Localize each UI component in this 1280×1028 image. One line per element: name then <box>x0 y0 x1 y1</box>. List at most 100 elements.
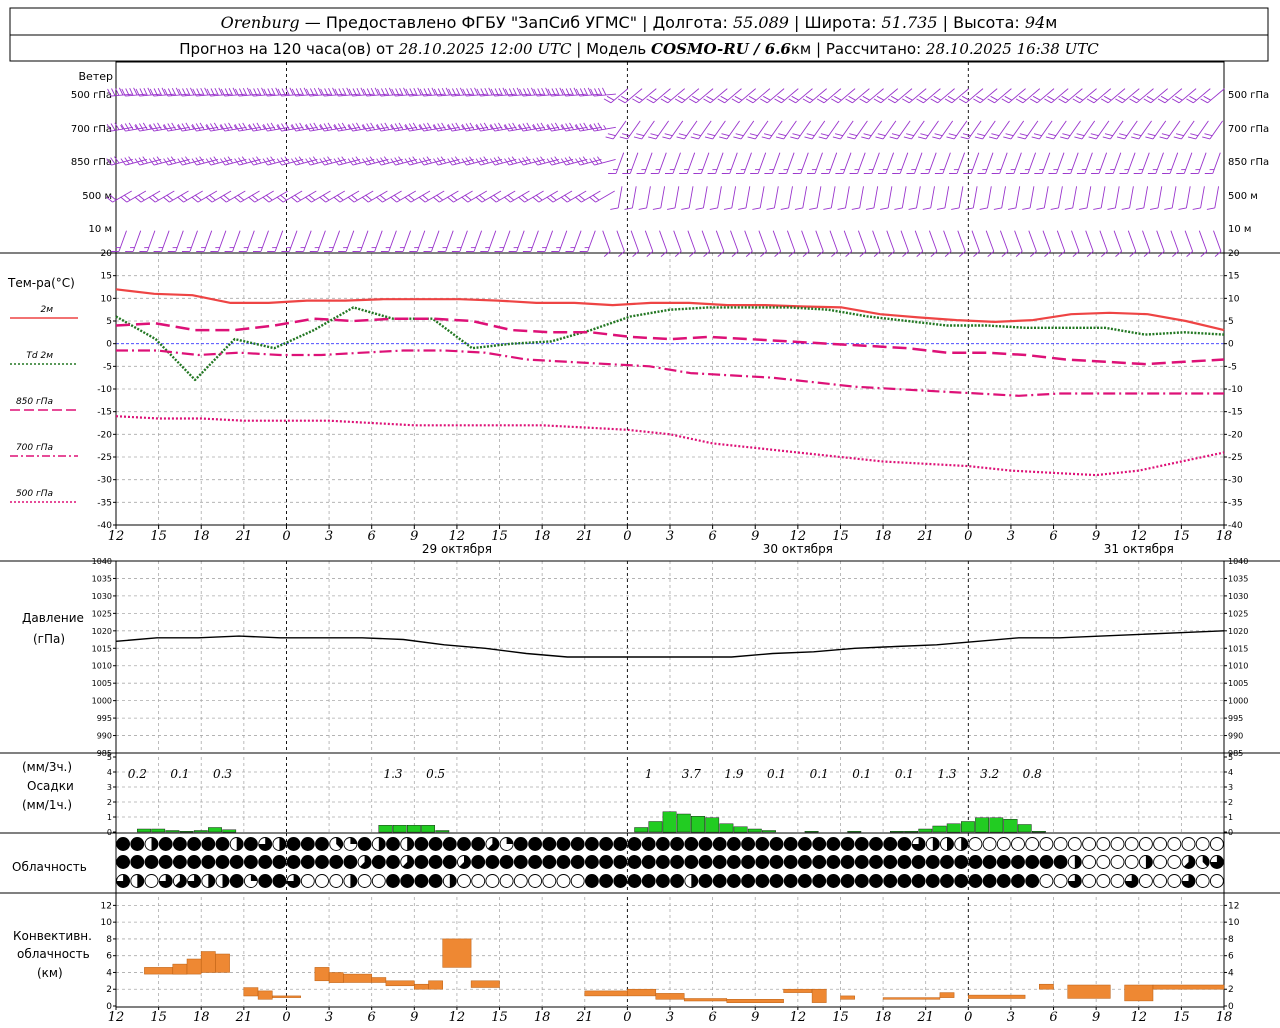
cloud-cover-symbol <box>1154 875 1167 888</box>
cloud-cover-fill <box>350 838 357 845</box>
wind-barb-feather <box>1116 251 1122 256</box>
wind-barb-staff <box>727 121 740 139</box>
wind-barb-feather <box>934 96 941 100</box>
wind-barb-feather <box>361 88 365 95</box>
wind-barb-staff <box>971 153 979 174</box>
wind-barb-staff <box>289 231 297 252</box>
wind-barb-staff <box>944 231 952 252</box>
wind-barb-feather <box>1087 251 1093 256</box>
cloud-cover-symbol <box>188 838 201 851</box>
conv-cloud-bar <box>329 973 343 983</box>
wind-barb-staff <box>1042 153 1050 174</box>
wind-barb-staff <box>432 231 440 252</box>
wind-barb-feather <box>1130 99 1137 103</box>
wind-barb-staff <box>1113 153 1121 174</box>
conv-cloud-bar <box>883 998 940 1000</box>
wind-barb-feather <box>229 123 233 130</box>
wind-barb-staff <box>510 191 529 202</box>
wind-barb-feather <box>427 123 431 130</box>
precip-tick-label-right: 3 <box>1228 783 1233 792</box>
wind-barb-feather <box>484 123 488 130</box>
wind-barb-staff <box>632 186 636 208</box>
wind-barb-staff <box>1193 89 1210 103</box>
cloud-cover-symbol <box>1083 875 1096 888</box>
cloud-cover-fill <box>407 838 414 851</box>
wind-barb-staff <box>618 186 622 208</box>
wind-barb-feather <box>305 197 311 202</box>
conv-cloud-bar <box>414 984 428 989</box>
wind-barb-feather <box>817 251 823 256</box>
wind-barb-staff <box>831 186 835 208</box>
conv-cloud-bar <box>1125 985 1153 1001</box>
precip-total-label: 3.7 <box>682 767 701 781</box>
pressure-tick-label-right: 1025 <box>1228 609 1248 618</box>
wind-level-label-right: 500 гПа <box>1228 90 1269 101</box>
conv-cloud-bar <box>940 993 954 998</box>
wind-barb-staff <box>1153 121 1166 139</box>
wind-barb-feather <box>681 208 689 210</box>
wind-barb-feather <box>718 251 724 256</box>
wind-barb-feather <box>395 124 399 131</box>
wind-barb-feather <box>834 96 841 100</box>
wind-barb-feather <box>338 124 342 131</box>
cloud-cover-symbol <box>585 856 598 869</box>
pressure-tick-label-right: 990 <box>1228 732 1243 741</box>
wind-barb-feather <box>252 195 258 200</box>
cloud-cover-symbol <box>983 856 996 869</box>
wind-barb-feather <box>689 99 696 103</box>
wind-barb-staff <box>696 89 713 103</box>
wind-barb-staff <box>574 231 582 252</box>
wind-barb-feather <box>503 88 507 95</box>
wind-barb-staff <box>596 191 615 202</box>
precip-bar <box>691 816 704 832</box>
precip-bar <box>1018 825 1031 833</box>
wind-barb-feather <box>1162 134 1170 136</box>
cloud-cover-symbol <box>1196 875 1209 888</box>
wind-barb-feather <box>707 134 715 136</box>
wind-barb-staff <box>887 231 895 252</box>
cloud-cover-fill <box>237 838 244 851</box>
wind-barb-staff <box>318 231 326 252</box>
wind-barb-feather <box>262 88 265 95</box>
conv-tick-label-right: 4 <box>1228 968 1234 978</box>
wind-barb-staff <box>796 89 813 103</box>
wind-barb-feather <box>1179 208 1187 210</box>
wind-barb-feather <box>561 197 567 202</box>
cloud-cover-symbol <box>1012 838 1025 851</box>
wind-barb-feather <box>789 99 796 103</box>
wind-barb-staff <box>732 186 736 208</box>
cloud-cover-fill <box>961 838 968 851</box>
cloud-cover-symbol <box>472 875 485 888</box>
cloud-cover-symbol <box>1054 875 1067 888</box>
x-tick-label-bottom: 3 <box>666 1010 674 1024</box>
wind-barb-feather <box>888 251 894 256</box>
wind-barb-feather <box>807 134 815 136</box>
precip-bar <box>635 828 648 833</box>
wind-barb-staff <box>986 231 994 252</box>
wind-barb-feather <box>376 197 382 202</box>
wind-barb-feather <box>691 137 699 139</box>
wind-barb-staff <box>988 186 992 208</box>
wind-barb-feather <box>114 157 119 164</box>
cloud-cover-symbol <box>1083 856 1096 869</box>
wind-barb-feather <box>555 123 559 130</box>
cloud-cover-fill <box>223 875 230 888</box>
wind-barb-feather <box>735 96 742 100</box>
cloud-cover-symbol <box>912 875 925 888</box>
precip-bar <box>904 831 917 832</box>
wind-barb-staff <box>1179 89 1196 103</box>
wind-barb-staff <box>297 191 316 202</box>
wind-barb-staff <box>853 89 870 103</box>
wind-barb-staff <box>332 231 340 252</box>
cloud-cover-symbol <box>699 838 712 851</box>
wind-barb-staff <box>1185 231 1193 252</box>
precip-bar <box>947 824 960 832</box>
wind-barb-staff <box>716 231 724 252</box>
wind-barb-feather <box>1002 251 1008 256</box>
wind-barb-feather <box>935 134 943 136</box>
date-label: 31 октября <box>1104 542 1174 556</box>
wind-barb-feather <box>413 123 417 130</box>
conv-cloud-bar <box>343 974 371 982</box>
cloud-cover-symbol <box>188 856 201 869</box>
wind-barb-staff <box>1170 153 1178 174</box>
